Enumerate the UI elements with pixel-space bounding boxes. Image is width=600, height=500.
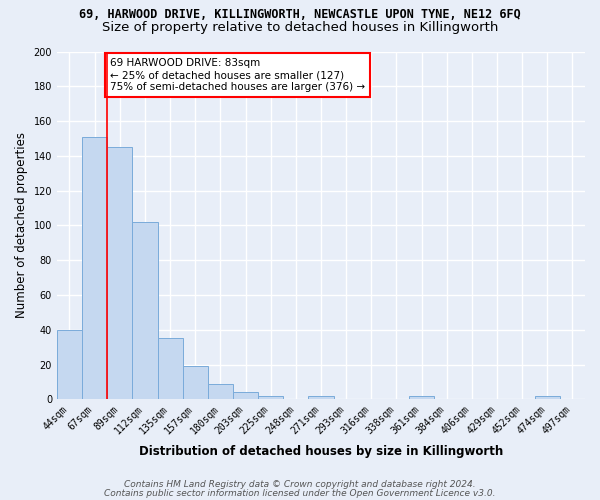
Bar <box>308 396 334 400</box>
Bar <box>208 384 233 400</box>
Y-axis label: Number of detached properties: Number of detached properties <box>15 132 28 318</box>
Bar <box>57 330 82 400</box>
Bar <box>133 222 158 400</box>
Text: 69 HARWOOD DRIVE: 83sqm
← 25% of detached houses are smaller (127)
75% of semi-d: 69 HARWOOD DRIVE: 83sqm ← 25% of detache… <box>110 58 365 92</box>
Bar <box>158 338 182 400</box>
Text: Contains public sector information licensed under the Open Government Licence v3: Contains public sector information licen… <box>104 488 496 498</box>
Text: Contains HM Land Registry data © Crown copyright and database right 2024.: Contains HM Land Registry data © Crown c… <box>124 480 476 489</box>
Bar <box>82 136 107 400</box>
Bar <box>409 396 434 400</box>
Text: Size of property relative to detached houses in Killingworth: Size of property relative to detached ho… <box>102 22 498 35</box>
Text: 69, HARWOOD DRIVE, KILLINGWORTH, NEWCASTLE UPON TYNE, NE12 6FQ: 69, HARWOOD DRIVE, KILLINGWORTH, NEWCAST… <box>79 8 521 20</box>
Bar <box>535 396 560 400</box>
Bar <box>258 396 283 400</box>
Bar <box>107 147 133 400</box>
X-axis label: Distribution of detached houses by size in Killingworth: Distribution of detached houses by size … <box>139 444 503 458</box>
Bar <box>233 392 258 400</box>
Bar <box>182 366 208 400</box>
